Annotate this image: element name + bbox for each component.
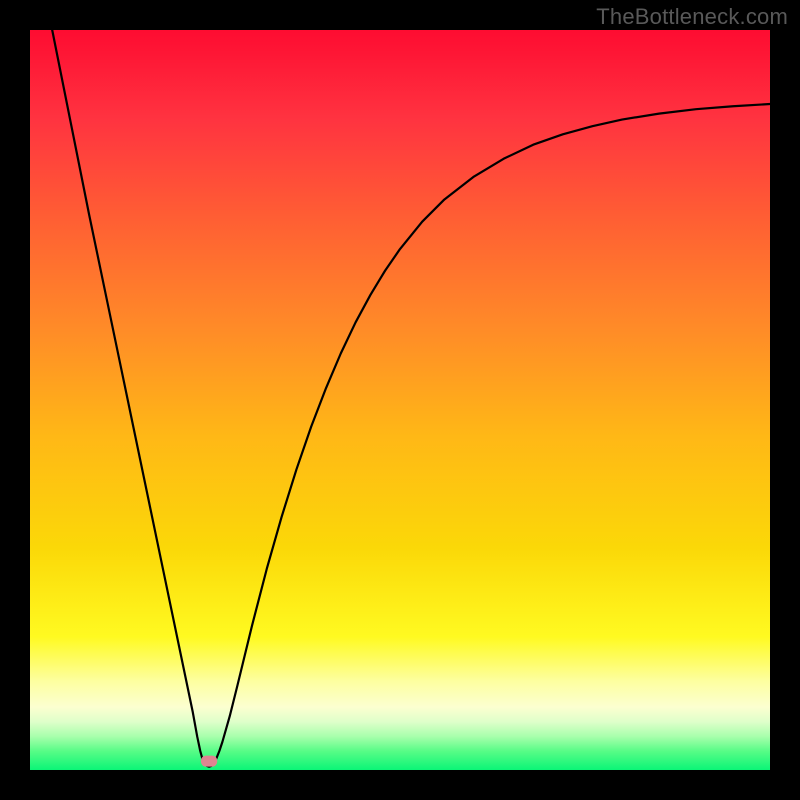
chart-frame: TheBottleneck.com — [0, 0, 800, 800]
bottleneck-chart — [0, 0, 800, 800]
optimum-marker — [201, 756, 217, 767]
plot-background — [30, 30, 770, 770]
watermark-text: TheBottleneck.com — [596, 4, 788, 30]
